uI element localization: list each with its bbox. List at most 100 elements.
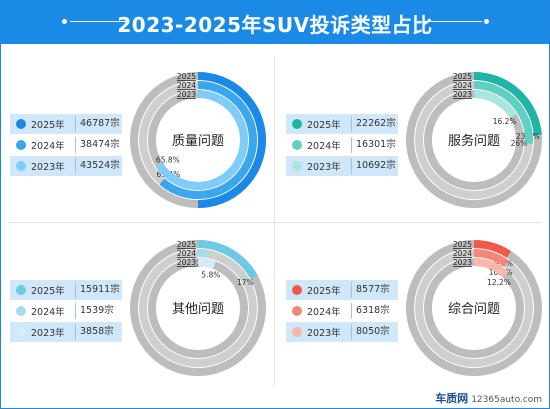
legend-count: 38474宗	[75, 137, 120, 153]
legend-row: 2023年 8050宗	[286, 322, 398, 342]
legend-swatch	[292, 327, 302, 337]
donut-center	[157, 99, 239, 181]
legend-row: 2024年 38474宗	[10, 135, 122, 155]
legend-count: 8577宗	[351, 282, 390, 298]
legend-swatch	[16, 306, 26, 316]
divider-horizontal	[8, 222, 542, 223]
title-dot-right	[484, 19, 489, 24]
donut-arc-2024	[197, 249, 208, 258]
legend-count: 1539宗	[75, 303, 114, 319]
legend-row: 2023年 3858宗	[10, 322, 122, 342]
donut-arc-2025	[473, 72, 542, 136]
page-title: 2023-2025年SUV投诉类型占比	[117, 13, 433, 37]
legend-swatch	[292, 161, 302, 171]
legend-swatch	[16, 140, 26, 150]
legend-count: 6318宗	[351, 303, 390, 319]
legend-swatch	[292, 140, 302, 150]
legend-count: 16301宗	[351, 137, 396, 153]
donut-arc-2025	[197, 240, 258, 280]
legend-year: 2023年	[307, 162, 341, 173]
legend-year: 2023年	[31, 328, 65, 339]
donut-title: 综合问题	[448, 302, 500, 317]
legend-row: 2024年 16301宗	[286, 135, 398, 155]
legend-row: 2025年 8577宗	[286, 280, 398, 300]
legend-row: 2024年 6318宗	[286, 301, 398, 321]
ring-year-label: 2023	[177, 90, 196, 99]
donut-center	[433, 267, 515, 349]
ring-year-label: 2025	[453, 72, 472, 81]
legend-other: 2025年 15911宗 2024年 1539宗 2023年 3858宗	[10, 280, 122, 343]
data-label: 26%	[511, 139, 528, 148]
data-label: 5.8%	[201, 270, 220, 279]
legend-count: 43524宗	[75, 158, 120, 174]
legend-comprehensive: 2025年 8577宗 2024年 6318宗 2023年 8050宗	[286, 280, 398, 343]
donut-arc-2025	[197, 72, 266, 208]
data-label: 17%	[237, 278, 254, 287]
donut-arc-2023	[473, 258, 509, 278]
legend-row: 2025年 15911宗	[10, 280, 122, 300]
donut-arc-2025	[473, 240, 512, 258]
data-label: 16.2%	[493, 117, 517, 126]
data-label: 12.2%	[487, 278, 511, 287]
legend-year: 2024年	[307, 307, 341, 318]
legend-swatch	[16, 119, 26, 129]
legend-count: 8050宗	[351, 324, 390, 340]
donut-arc-2024	[473, 81, 533, 144]
ring-year-label: 2024	[453, 81, 472, 90]
title-line-left	[70, 21, 128, 22]
legend-year: 2024年	[307, 141, 341, 152]
watermark: 车质网 12365auto.com	[435, 390, 542, 406]
ring-year-label: 2023	[177, 258, 196, 267]
ring-year-label: 2025	[453, 240, 472, 249]
legend-row: 2025年 46787宗	[10, 114, 122, 134]
legend-year: 2025年	[31, 120, 65, 131]
legend-swatch	[16, 327, 26, 337]
legend-year: 2024年	[31, 141, 65, 152]
legend-count: 46787宗	[75, 116, 120, 132]
donut-title: 其他问题	[172, 302, 224, 317]
ring-year-label: 2025	[177, 72, 196, 81]
title-line-right	[424, 21, 482, 22]
legend-quality: 2025年 46787宗 2024年 38474宗 2023年 43524宗	[10, 114, 122, 177]
donut-title: 服务问题	[448, 133, 500, 149]
legend-count: 22262宗	[351, 116, 396, 132]
legend-year: 2023年	[31, 162, 65, 173]
data-label: 65.8%	[156, 156, 180, 165]
legend-count: 3858宗	[75, 324, 114, 340]
title-dot-left	[62, 19, 67, 24]
ring-year-label: 2024	[177, 81, 196, 90]
legend-swatch	[292, 306, 302, 316]
watermark-url: 12365auto.com	[471, 395, 542, 405]
legend-count: 15911宗	[75, 282, 120, 298]
legend-service: 2025年 22262宗 2024年 16301宗 2023年 10692宗	[286, 114, 398, 177]
donut-arc-2023	[197, 258, 216, 269]
legend-year: 2023年	[307, 328, 341, 339]
divider-vertical	[274, 56, 275, 386]
legend-row: 2023年 43524宗	[10, 156, 122, 176]
donut-center	[433, 99, 515, 181]
ring-year-label: 2024	[453, 249, 472, 258]
ring-year-label: 2025	[177, 240, 196, 249]
donut-arc-2023	[156, 90, 248, 190]
donut-arc-2024	[159, 81, 257, 199]
donut-title: 质量问题	[172, 134, 224, 149]
donut-arc-2023	[473, 90, 517, 119]
title-bar: 2023-2025年SUV投诉类型占比	[0, 0, 550, 44]
legend-swatch	[292, 119, 302, 129]
watermark-logo: 车质网	[435, 392, 469, 405]
legend-row: 2024年 1539宗	[10, 301, 122, 321]
donut-center	[157, 267, 239, 349]
legend-year: 2025年	[31, 286, 65, 297]
legend-year: 2024年	[31, 307, 65, 318]
legend-swatch	[16, 161, 26, 171]
legend-year: 2025年	[307, 286, 341, 297]
legend-swatch	[16, 285, 26, 295]
ring-year-label: 2023	[453, 258, 472, 267]
legend-row: 2025年 22262宗	[286, 114, 398, 134]
ring-year-label: 2023	[453, 90, 472, 99]
legend-row: 2023年 10692宗	[286, 156, 398, 176]
